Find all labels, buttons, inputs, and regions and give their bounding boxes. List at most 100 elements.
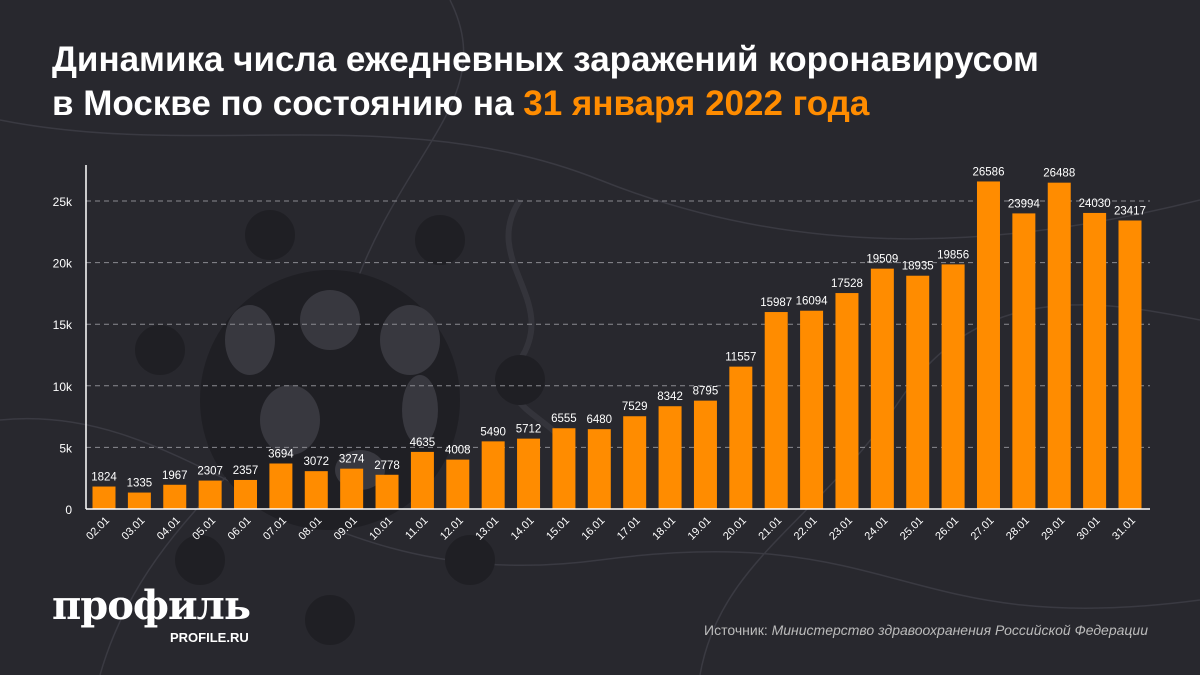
x-tick-label: 16.01 [579, 515, 607, 543]
data-label: 2357 [233, 465, 259, 477]
logo-name: профиль [52, 582, 251, 629]
bar [870, 268, 894, 509]
data-label: 26586 [972, 166, 1004, 178]
x-tick-label: 12.01 [438, 515, 466, 543]
y-tick-label: 25k [53, 195, 73, 209]
logo-site: PROFILE.RU [170, 630, 249, 645]
bar [481, 441, 505, 509]
bar [1118, 220, 1142, 509]
data-label: 8795 [693, 386, 719, 398]
bar [375, 474, 399, 509]
x-tick-label: 20.01 [721, 515, 749, 543]
data-label: 1967 [162, 470, 188, 482]
data-label: 23417 [1114, 206, 1146, 218]
data-label: 3694 [268, 448, 294, 460]
x-tick-label: 29.01 [1039, 515, 1067, 543]
y-tick-label: 15k [53, 318, 73, 332]
data-label: 26488 [1043, 168, 1075, 180]
bar [127, 492, 151, 509]
bar [976, 181, 1000, 509]
data-label: 15987 [760, 297, 792, 309]
bar [941, 264, 965, 509]
bar [1083, 212, 1107, 510]
chart-title: Динамика числа ежедневных заражений коро… [52, 38, 1039, 126]
bar [729, 366, 753, 509]
data-label: 7529 [622, 401, 648, 413]
data-label: 3274 [339, 454, 365, 466]
data-label: 4008 [445, 445, 471, 457]
x-tick-label: 05.01 [190, 515, 218, 543]
data-label: 17528 [831, 278, 863, 290]
source-note: Источник: Министерство здравоохранения Р… [704, 622, 1148, 638]
bar [552, 428, 576, 509]
x-tick-label: 23.01 [827, 515, 855, 543]
bar [800, 310, 824, 509]
title-line2: в Москве по состоянию на [52, 84, 514, 123]
x-tick-label: 15.01 [544, 515, 572, 543]
data-label: 2778 [374, 460, 400, 472]
bar [340, 468, 364, 509]
x-tick-label: 04.01 [155, 515, 183, 543]
bar [198, 480, 222, 509]
x-tick-label: 26.01 [933, 515, 961, 543]
source-text: Министерство здравоохранения Российской … [771, 622, 1148, 638]
x-tick-label: 03.01 [120, 515, 148, 543]
x-tick-label: 19.01 [686, 515, 714, 543]
x-tick-label: 18.01 [650, 515, 678, 543]
source-label: Источник: [704, 622, 768, 638]
x-tick-label: 30.01 [1075, 515, 1103, 543]
data-label: 5490 [480, 426, 506, 438]
y-tick-label: 20k [53, 257, 73, 271]
profile-logo: профиль PROFILE.RU [52, 586, 282, 648]
bar [234, 479, 258, 509]
x-tick-label: 13.01 [473, 515, 501, 543]
data-label: 6555 [551, 413, 577, 425]
data-label: 16094 [796, 296, 829, 308]
x-tick-label: 22.01 [792, 515, 820, 543]
x-tick-label: 28.01 [1004, 515, 1032, 543]
x-tick-label: 17.01 [615, 515, 643, 543]
bar [764, 312, 788, 509]
bar [693, 400, 717, 509]
data-label: 19856 [937, 249, 969, 261]
x-tick-label: 09.01 [332, 515, 360, 543]
data-label: 3072 [303, 456, 329, 468]
data-label: 19509 [866, 254, 898, 266]
x-tick-label: 27.01 [969, 515, 997, 543]
title-line1: Динамика числа ежедневных заражений коро… [52, 40, 1039, 79]
x-tick-label: 06.01 [226, 515, 254, 543]
data-label: 2307 [197, 466, 223, 478]
data-label: 11557 [725, 352, 756, 364]
bar [269, 463, 293, 509]
x-tick-label: 14.01 [509, 515, 537, 543]
bar [1047, 182, 1071, 509]
bar [906, 275, 930, 509]
bar [410, 451, 434, 509]
x-tick-label: 10.01 [367, 515, 395, 543]
bar [304, 471, 328, 509]
x-tick-label: 21.01 [756, 515, 784, 543]
bar [446, 459, 470, 509]
data-label: 1824 [91, 472, 117, 484]
data-label: 1335 [127, 478, 153, 490]
data-label: 6480 [587, 414, 613, 426]
x-tick-label: 31.01 [1110, 515, 1138, 543]
bar [1012, 213, 1036, 509]
y-tick-label: 10k [53, 380, 73, 394]
x-tick-label: 08.01 [296, 515, 324, 543]
x-tick-label: 02.01 [84, 515, 112, 543]
data-label: 4635 [410, 437, 436, 449]
x-tick-label: 25.01 [898, 515, 926, 543]
x-tick-label: 11.01 [403, 515, 430, 542]
bar [835, 293, 859, 509]
x-tick-label: 24.01 [863, 515, 891, 543]
bar [517, 438, 541, 509]
title-date-highlight: 31 января 2022 года [523, 84, 870, 123]
bar [92, 486, 116, 509]
y-tick-label: 5k [59, 441, 73, 455]
y-tick-label: 0 [65, 503, 72, 517]
data-label: 18935 [902, 261, 934, 273]
data-label: 24030 [1079, 198, 1111, 210]
